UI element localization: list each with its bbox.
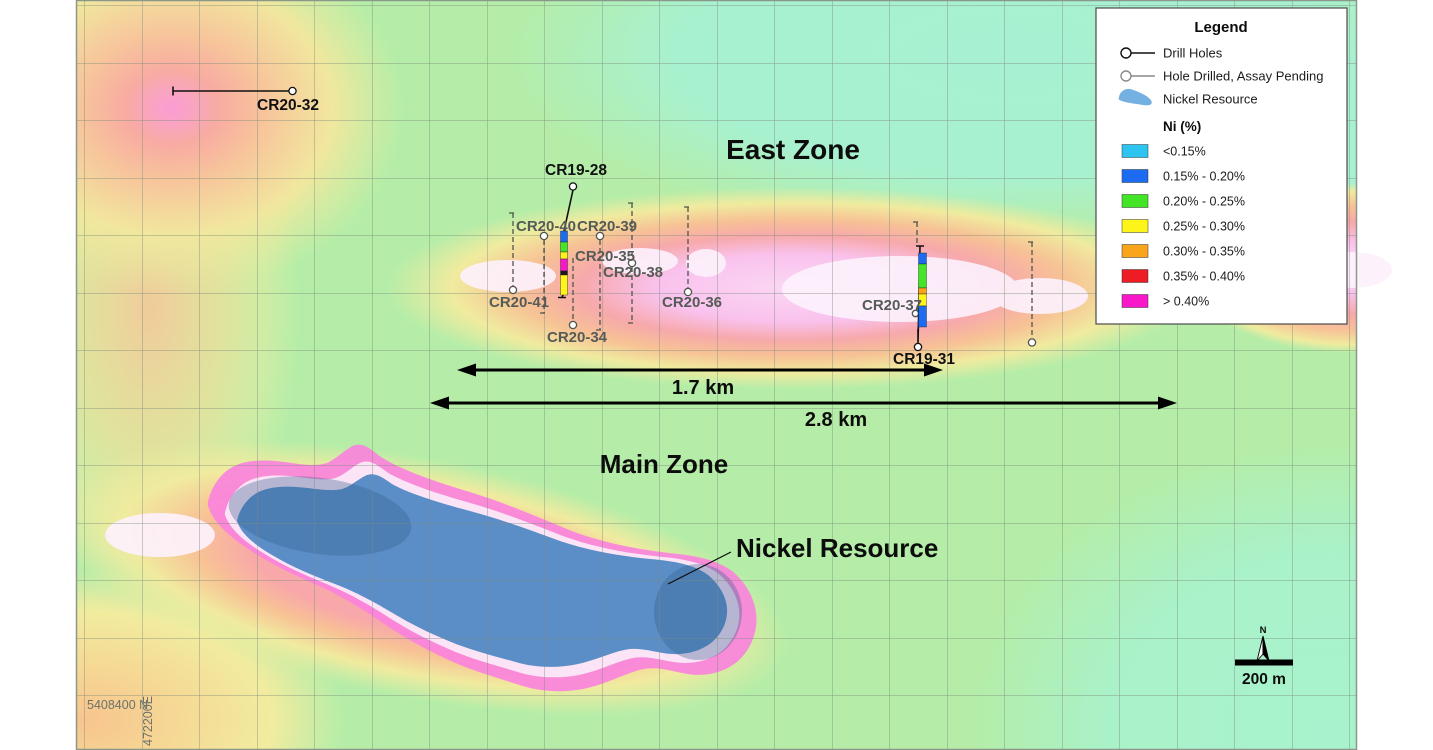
drill-hole-cr19-31: CR19-31 — [893, 245, 955, 368]
measurement-label: 1.7 km — [672, 377, 734, 399]
drill-hole-cr20-32: CR20-32 — [172, 86, 319, 114]
drill-hole-label: CR20-36 — [662, 294, 722, 311]
intercept-bar-cr19-28 — [560, 230, 568, 296]
drill-hole-symbol-icon — [1120, 47, 1132, 59]
grade-chip-6 — [1121, 294, 1149, 308]
drill-hole-cr20-41 — [508, 212, 518, 295]
drill-hole-label: CR20-39 — [577, 218, 637, 235]
drill-hole-label: CR20-34 — [547, 329, 608, 346]
arrowhead-left-icon — [430, 396, 449, 410]
measurement-label: 2.8 km — [805, 409, 867, 431]
pending-hole-labels: CR20-40 CR20-39 CR20-35 CR20-38 CR20-41 … — [489, 218, 922, 346]
arrowhead-right-icon — [924, 363, 943, 377]
legend-title: Legend — [1194, 19, 1247, 36]
pending-holes — [508, 202, 1037, 347]
grade-label: 0.35% - 0.40% — [1163, 270, 1245, 284]
scale-label: 200 m — [1242, 671, 1286, 688]
grade-row-5: 0.35% - 0.40% — [1121, 269, 1245, 284]
resource-swatch-icon — [1118, 88, 1152, 106]
grade-chip-1 — [1121, 169, 1149, 183]
grade-chip-2 — [1121, 194, 1149, 208]
grade-chip-0 — [1121, 144, 1149, 158]
resource-annotation: Nickel Resource — [667, 533, 938, 585]
legend-ni-header: Ni (%) — [1163, 119, 1201, 134]
legend: Legend Drill Holes Hole Drilled, Assay P… — [1095, 7, 1348, 325]
grade-label: 0.20% - 0.25% — [1163, 195, 1245, 209]
drill-hole-label: CR20-40 — [516, 218, 576, 235]
grade-row-4: 0.30% - 0.35% — [1121, 244, 1245, 259]
legend-item-label: Hole Drilled, Assay Pending — [1163, 69, 1323, 84]
grade-row-2: 0.20% - 0.25% — [1121, 194, 1245, 209]
measure-arrow-2-8km: 2.8 km — [430, 396, 1177, 431]
grade-label: <0.15% — [1163, 145, 1206, 159]
north-arrow-icon — [1256, 635, 1270, 662]
drill-holes-layer: CR20-32 — [172, 86, 1037, 368]
drill-hole-cr20-34 — [568, 258, 578, 330]
grade-row-0: <0.15% — [1121, 144, 1206, 159]
drill-hole-cr20-36 — [683, 206, 693, 297]
grade-label: 0.30% - 0.35% — [1163, 245, 1245, 259]
legend-item-drill-holes: Drill Holes — [1120, 46, 1223, 61]
grade-label: > 0.40% — [1163, 295, 1209, 309]
grade-row-6: > 0.40% — [1121, 294, 1209, 309]
intercept-bar-cr19-31 — [918, 252, 927, 328]
arrowhead-right-icon — [1158, 396, 1177, 410]
easting-label: 472200E — [141, 696, 155, 746]
pending-hole-symbol-icon — [1120, 70, 1132, 82]
grade-label: 0.15% - 0.20% — [1163, 170, 1245, 184]
grade-chip-4 — [1121, 244, 1149, 258]
drill-hole-cr19-28: CR19-28 — [545, 162, 607, 299]
drill-hole-label: CR20-37 — [862, 297, 922, 314]
legend-item-label: Drill Holes — [1163, 46, 1223, 61]
legend-item-assay-pending: Hole Drilled, Assay Pending — [1120, 69, 1323, 84]
legend-item-nickel-resource: Nickel Resource — [1118, 88, 1258, 107]
drill-hole-label: CR19-28 — [545, 162, 607, 179]
drill-hole-cr20-39 — [595, 231, 605, 331]
grade-row-1: 0.15% - 0.20% — [1121, 169, 1245, 184]
drill-hole-label: CR20-35 — [575, 248, 635, 265]
resource-label: Nickel Resource — [736, 533, 938, 563]
zone-label-east: East Zone — [726, 134, 860, 165]
grade-label: 0.25% - 0.30% — [1163, 220, 1245, 234]
legend-grade-scale: <0.15% 0.15% - 0.20% 0.20% - 0.25% 0.25%… — [1121, 144, 1245, 309]
legend-item-label: Nickel Resource — [1163, 92, 1258, 107]
drill-hole-label: CR20-41 — [489, 294, 549, 311]
drill-hole-label: CR19-31 — [893, 351, 955, 368]
measurement-arrows: 1.7 km 2.8 km — [430, 363, 1177, 431]
leader-line — [667, 551, 732, 585]
drill-hole-east-unlabeled — [1027, 241, 1037, 347]
drill-hole-cr20-37 — [911, 221, 921, 318]
drill-hole-label: CR20-32 — [257, 97, 319, 114]
drill-hole-cr20-35-38 — [627, 202, 637, 324]
scale-bar — [1235, 659, 1293, 666]
drill-hole-label: CR20-38 — [603, 264, 663, 281]
zone-label-main: Main Zone — [600, 449, 729, 479]
measure-arrow-1-7km: 1.7 km — [457, 363, 943, 399]
northing-label: 5408400 N — [87, 698, 148, 712]
grade-chip-5 — [1121, 269, 1149, 283]
drill-hole-cr20-40 — [539, 231, 549, 314]
grade-chip-3 — [1121, 219, 1149, 233]
arrowhead-left-icon — [457, 363, 476, 377]
grade-row-3: 0.25% - 0.30% — [1121, 219, 1245, 234]
north-label: N — [1260, 625, 1267, 636]
scale-and-north: N 200 m — [1235, 625, 1293, 688]
